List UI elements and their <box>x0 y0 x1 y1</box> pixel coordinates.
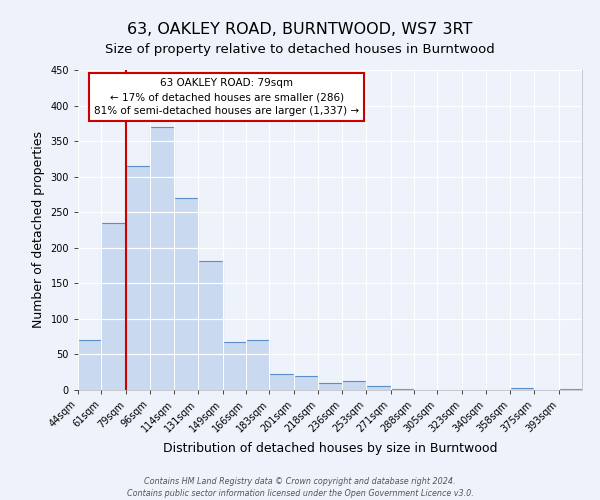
Bar <box>126 166 149 390</box>
Bar <box>511 388 534 390</box>
Bar <box>223 342 246 390</box>
Bar <box>559 388 582 390</box>
Bar <box>175 198 198 390</box>
X-axis label: Distribution of detached houses by size in Burntwood: Distribution of detached houses by size … <box>163 442 497 456</box>
Bar <box>343 382 366 390</box>
Bar <box>246 340 269 390</box>
Bar <box>391 388 414 390</box>
Text: 63 OAKLEY ROAD: 79sqm
← 17% of detached houses are smaller (286)
81% of semi-det: 63 OAKLEY ROAD: 79sqm ← 17% of detached … <box>94 78 359 116</box>
Text: 63, OAKLEY ROAD, BURNTWOOD, WS7 3RT: 63, OAKLEY ROAD, BURNTWOOD, WS7 3RT <box>127 22 473 38</box>
Text: Contains HM Land Registry data © Crown copyright and database right 2024.
Contai: Contains HM Land Registry data © Crown c… <box>127 476 473 498</box>
Bar <box>366 386 391 390</box>
Bar <box>269 374 294 390</box>
Bar <box>294 376 317 390</box>
Y-axis label: Number of detached properties: Number of detached properties <box>32 132 45 328</box>
Bar <box>317 383 343 390</box>
Bar <box>149 127 175 390</box>
Bar <box>78 340 101 390</box>
Bar <box>198 260 223 390</box>
Bar <box>101 223 126 390</box>
Text: Size of property relative to detached houses in Burntwood: Size of property relative to detached ho… <box>105 42 495 56</box>
